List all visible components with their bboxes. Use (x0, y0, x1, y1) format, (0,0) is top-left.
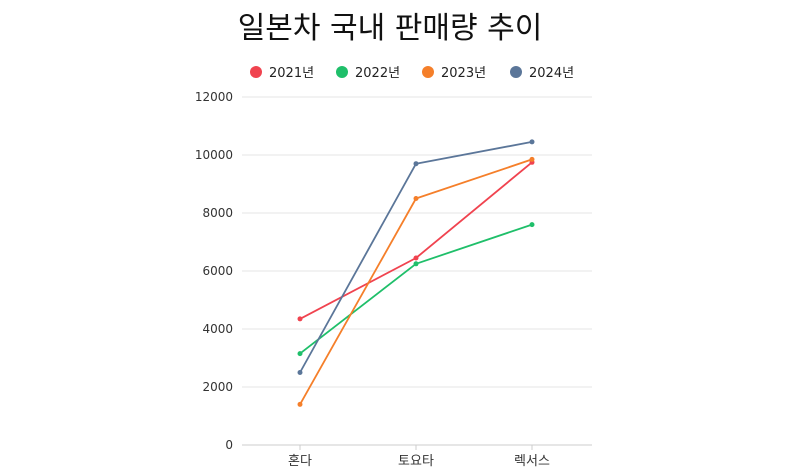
data-point[interactable] (297, 316, 303, 322)
y-tick-label: 10000 (195, 148, 233, 162)
series-3 (297, 156, 535, 407)
y-tick-label: 4000 (202, 322, 233, 336)
legend: 2021년 2022년 2023년 2024년 (250, 66, 574, 81)
legend-label-1: 2021년 (269, 66, 314, 81)
legend-item-3[interactable]: 2023년 (422, 66, 486, 81)
y-tick-label: 2000 (202, 380, 233, 394)
legend-marker-1 (250, 66, 262, 78)
legend-label-3: 2023년 (441, 66, 486, 81)
legend-item-1[interactable]: 2021년 (250, 66, 314, 81)
legend-marker-2 (336, 66, 348, 78)
y-axis: 0 2000 4000 6000 8000 10000 12000 (195, 90, 233, 452)
data-point[interactable] (529, 156, 535, 162)
series-1 (297, 159, 535, 322)
x-axis: 혼다 토요타 렉서스 (242, 444, 592, 469)
legend-marker-3 (422, 66, 434, 78)
chart-title: 일본차 국내 판매량 추이 (238, 11, 543, 46)
y-tick-label: 0 (225, 438, 233, 452)
series-lines (297, 139, 535, 407)
data-point[interactable] (413, 196, 419, 201)
series-4 (297, 139, 535, 375)
legend-item-4[interactable]: 2024년 (510, 66, 574, 81)
series-line-2 (299, 223, 533, 355)
legend-label-4: 2024년 (529, 66, 574, 81)
data-point[interactable] (297, 401, 303, 407)
legend-label-2: 2022년 (355, 66, 400, 81)
y-tick-label: 12000 (195, 90, 233, 104)
data-point[interactable] (413, 161, 419, 167)
y-tick-label: 6000 (202, 264, 233, 278)
y-tick-label: 8000 (202, 206, 233, 220)
x-tick-label: 혼다 (288, 454, 312, 469)
data-point[interactable] (529, 222, 535, 228)
grid-lines (242, 96, 592, 388)
data-point[interactable] (297, 351, 303, 357)
data-point[interactable] (529, 139, 535, 145)
series-2 (297, 222, 535, 357)
data-point[interactable] (297, 370, 303, 375)
x-tick-label: 렉서스 (514, 454, 550, 469)
x-tick-label: 토요타 (398, 454, 434, 469)
data-point[interactable] (413, 261, 419, 267)
series-line-1 (299, 161, 533, 320)
legend-marker-4 (510, 66, 522, 78)
data-point[interactable] (413, 255, 419, 261)
legend-item-2[interactable]: 2022년 (336, 66, 400, 81)
